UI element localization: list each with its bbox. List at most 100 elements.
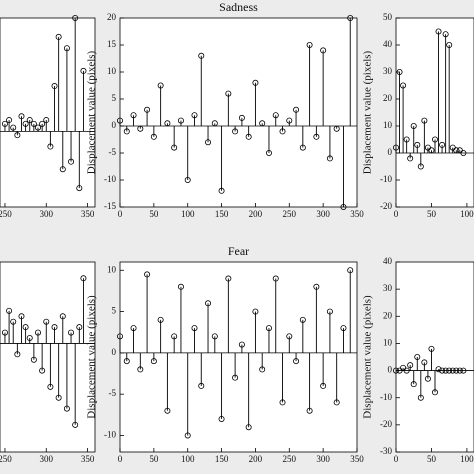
stem-marker [225,275,232,282]
stem-marker [279,399,286,406]
y-tick-label: 30 [383,66,393,76]
x-tick-label: 100 [181,454,195,464]
stem-marker [205,300,212,307]
stem-marker [286,117,293,124]
y-tick-label: 20 [107,12,117,22]
y-tick-label: -20 [380,201,392,211]
stem-marker [18,113,25,120]
stem-marker [137,366,144,373]
y-tick-label: 5 [112,93,117,103]
stem-marker [460,367,467,374]
stem-marker [403,136,410,143]
stem-marker [68,158,75,165]
stem-marker [43,318,50,325]
stem-marker [117,333,124,340]
x-tick-label: 300 [316,209,330,219]
stem-marker [191,112,198,119]
x-tick-label: 50 [149,454,159,464]
x-tick-label: 0 [118,454,123,464]
stem-marker [171,144,178,151]
stem-marker [39,367,46,374]
stem-marker [414,141,421,148]
stem-marker [407,155,414,162]
stem-marker [14,351,21,358]
stem-marker [252,308,259,315]
stem-marker [211,120,218,127]
y-tick-label: 0 [112,347,117,357]
stem-marker [439,367,446,374]
stem-marker [340,325,347,332]
stem-marker [313,133,320,140]
y-tick-label: -15 [104,201,116,211]
stem-marker [265,325,272,332]
stem-marker [130,112,137,119]
stem-marker [460,149,467,156]
stem-marker [428,345,435,352]
stem-marker [205,139,212,146]
y-tick-label: -10 [380,392,392,402]
stem-marker [333,399,340,406]
stem-marker [431,136,438,143]
stem-marker [439,141,446,148]
y-tick-label: 20 [383,93,393,103]
stem-marker [22,120,29,127]
x-tick-label: 150 [215,209,229,219]
stem-marker [232,374,239,381]
stem-marker [272,275,279,282]
stem-marker [150,358,157,365]
stem-marker [144,106,151,113]
x-tick-label: 300 [316,454,330,464]
stem-marker [293,358,300,365]
y-tick-label: 10 [383,337,393,347]
axes-box [395,17,474,208]
stem-marker [35,329,42,336]
stem-marker [26,334,33,341]
y-tick-label: -20 [380,419,392,429]
stem-marker [293,106,300,113]
stem-marker [63,45,70,52]
stem-marker [238,341,245,348]
axes-box [119,261,358,453]
y-tick-label: 40 [383,39,393,49]
x-tick-label: 0 [394,209,399,219]
y-tick-label: -10 [104,430,116,440]
stem-marker [259,120,266,127]
x-tick-label: 200 [249,454,263,464]
stem-marker [259,366,266,373]
stem-marker [14,132,21,139]
stem-marker [421,117,428,124]
stem-marker [157,316,164,323]
stem-marker [76,324,83,331]
stem-marker [18,313,25,320]
stem-marker [435,28,442,35]
stem-marker [449,367,456,374]
y-tick-label: 10 [107,66,117,76]
x-tick-label: 250 [283,209,297,219]
stem-marker [184,432,191,439]
x-tick-label: 250 [0,209,12,219]
stem-marker [421,359,428,366]
x-tick-label: 150 [215,454,229,464]
stem-marker [72,421,79,428]
stem-marker [417,394,424,401]
stem-marker [313,283,320,290]
stem-marker [396,69,403,76]
stem-marker [232,128,239,135]
stem-marker [245,133,252,140]
y-tick-label: 10 [383,120,393,130]
x-tick-label: 0 [394,454,399,464]
stem-marker [191,325,198,332]
stem-marker [453,147,460,154]
y-tick-label: 40 [383,256,393,266]
stem-marker [59,166,66,173]
stem-marker [252,79,259,86]
stem-marker [320,382,327,389]
stem-marker [164,120,171,127]
y-tick-label: 5 [112,306,117,316]
stem-marker [30,120,37,127]
stem-marker [326,155,333,162]
stem-marker [26,117,33,124]
stem-marker [392,367,399,374]
